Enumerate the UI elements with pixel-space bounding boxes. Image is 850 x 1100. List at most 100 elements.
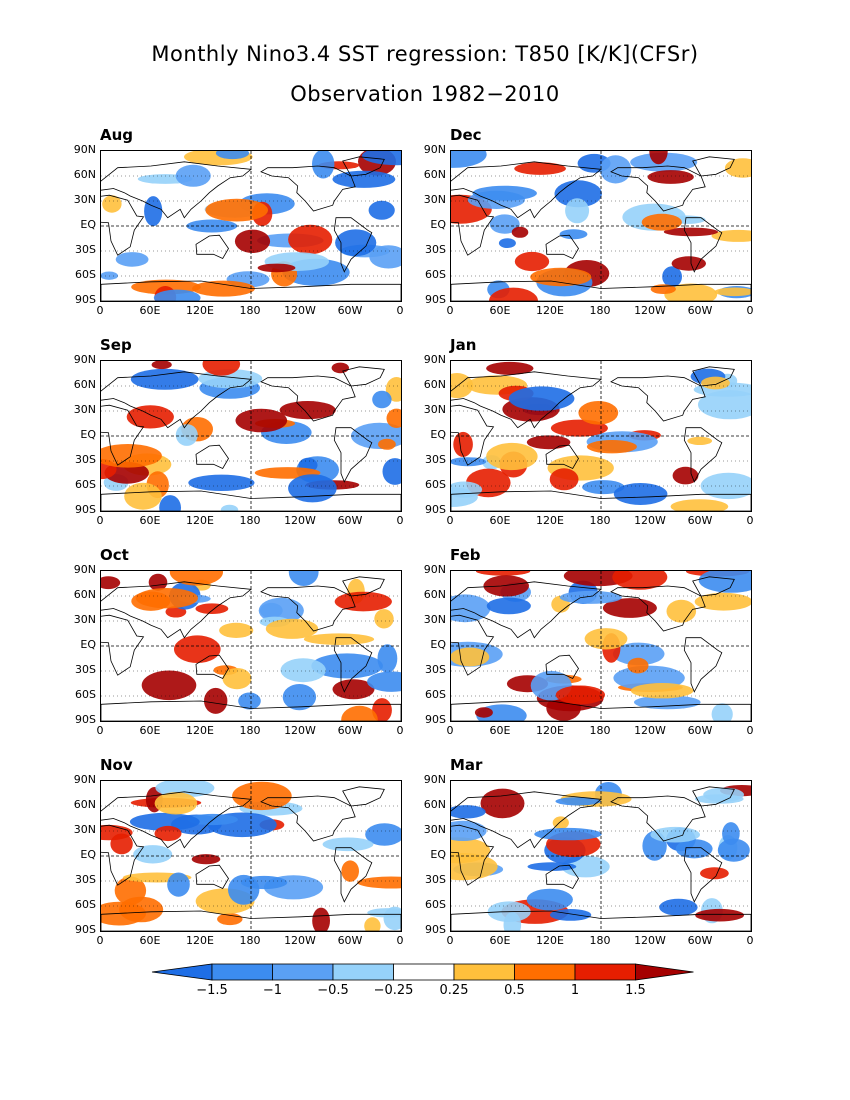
lon-label: 0 <box>96 304 104 317</box>
anomaly-region <box>483 575 529 597</box>
lon-label: 180 <box>589 514 611 527</box>
lat-label: EQ <box>80 428 96 441</box>
anomaly-region <box>151 361 172 370</box>
map-field-oct <box>101 571 401 721</box>
anomaly-region <box>153 289 201 301</box>
colorbar-segment <box>453 963 515 981</box>
lat-label: 90N <box>423 563 446 576</box>
anomaly-region <box>133 845 173 864</box>
lon-label: 0 <box>746 724 754 737</box>
anomaly-region <box>649 151 668 165</box>
map-field-jan <box>451 361 751 511</box>
lon-label: 180 <box>239 724 261 737</box>
coastline <box>692 786 735 807</box>
panel-title-dec: Dec <box>450 126 482 144</box>
lon-label: 0 <box>446 724 454 737</box>
anomaly-region <box>234 229 271 253</box>
panel-title-nov: Nov <box>100 756 133 774</box>
anomaly-region <box>144 196 163 227</box>
lon-label: 180 <box>239 514 261 527</box>
anomaly-region <box>265 618 319 639</box>
anomaly-region <box>215 151 250 160</box>
anomaly-region <box>530 267 592 287</box>
anomaly-region <box>222 668 252 690</box>
anomaly-region <box>451 820 487 841</box>
anomaly-region <box>191 854 221 865</box>
anomaly-region <box>195 603 229 614</box>
anomaly-region <box>662 266 682 288</box>
anomaly-region <box>634 695 701 710</box>
coastline <box>545 234 579 260</box>
colorbar-segment <box>393 963 455 981</box>
colorbar-level-label: 1 <box>570 983 580 998</box>
lon-label: 0 <box>446 304 454 317</box>
lon-label: 0 <box>746 514 754 527</box>
coastline <box>451 824 495 886</box>
lon-label: 120W <box>284 934 316 947</box>
coastline <box>260 375 356 422</box>
map-panel-feb <box>450 570 752 722</box>
lat-label: 30N <box>73 823 96 836</box>
anomaly-region <box>627 657 649 674</box>
lat-label: 60N <box>73 378 96 391</box>
anomaly-region <box>526 888 573 911</box>
lat-label: 90N <box>423 353 446 366</box>
anomaly-region <box>559 229 588 240</box>
anomaly-region <box>565 198 590 224</box>
anomaly-region <box>331 362 349 374</box>
panel-title-sep: Sep <box>100 336 132 354</box>
anomaly-region <box>101 901 146 926</box>
lat-label: 30N <box>73 403 96 416</box>
anomaly-region <box>489 214 520 234</box>
colorbar-max-arrow <box>635 963 694 981</box>
anomaly-region <box>451 805 486 819</box>
coastline <box>260 165 356 212</box>
anomaly-region <box>663 227 718 237</box>
lat-label: 30N <box>423 613 446 626</box>
lon-label: 60W <box>337 304 363 317</box>
anomaly-region <box>671 256 706 271</box>
lat-label: 90N <box>423 773 446 786</box>
anomaly-region <box>101 271 118 280</box>
lat-label: 90N <box>73 563 96 576</box>
anomaly-region <box>670 499 729 511</box>
lon-label: 60W <box>687 934 713 947</box>
anomaly-region <box>695 908 744 922</box>
anomaly-region <box>367 671 401 692</box>
coastline <box>451 490 751 511</box>
anomaly-region <box>514 251 550 272</box>
coastline <box>101 791 253 849</box>
colorbar-segment <box>574 963 636 981</box>
anomaly-region <box>703 787 744 802</box>
anomaly-region <box>187 813 238 826</box>
coastline <box>610 375 706 422</box>
anomaly-region <box>259 602 283 619</box>
anomaly-region <box>508 386 575 411</box>
anomaly-region <box>124 482 162 510</box>
lon-label: 120W <box>634 514 666 527</box>
anomaly-region <box>714 287 751 297</box>
anomaly-region <box>612 571 668 590</box>
lat-label: 30S <box>75 873 96 886</box>
coastline <box>342 366 385 387</box>
map-panel-sep <box>100 360 402 512</box>
anomaly-region <box>474 707 493 718</box>
lat-label: 60N <box>423 168 446 181</box>
lat-label: 30S <box>425 243 446 256</box>
coastline <box>451 700 751 721</box>
anomaly-region <box>332 679 375 700</box>
coastline <box>342 156 385 177</box>
coastline <box>610 165 706 212</box>
lat-label: 60N <box>423 798 446 811</box>
lon-label: 60E <box>489 724 511 737</box>
anomaly-region <box>549 909 592 921</box>
coastline <box>101 910 401 931</box>
lat-label: 60N <box>423 588 446 601</box>
anomaly-region <box>303 633 375 645</box>
map-field-nov <box>101 781 401 931</box>
coastline <box>101 581 253 639</box>
coastline <box>101 700 401 721</box>
coastline <box>260 585 356 632</box>
colorbar-min-arrow <box>151 963 213 981</box>
anomaly-region <box>335 229 377 257</box>
